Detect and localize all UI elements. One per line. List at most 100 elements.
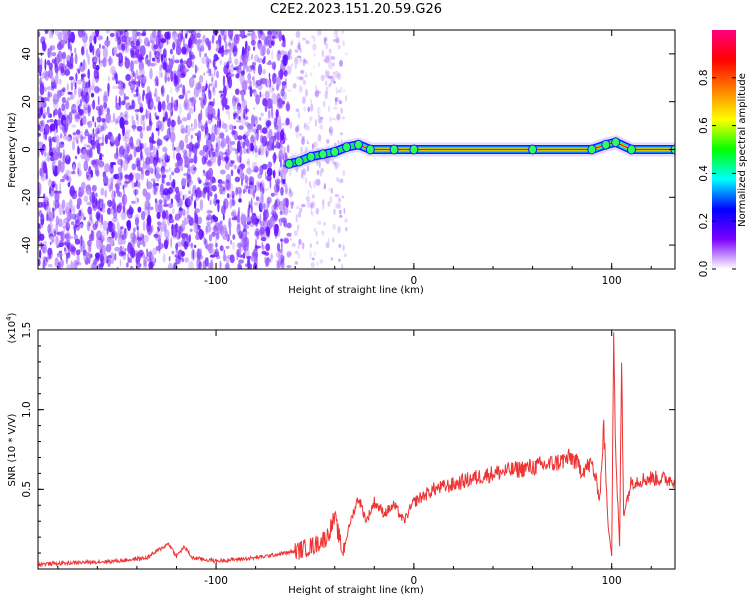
noise-speckle: [70, 81, 74, 91]
noise-speckle: [38, 132, 41, 137]
noise-speckle: [248, 182, 255, 190]
noise-speckle: [183, 36, 185, 48]
noise-speckle: [43, 146, 47, 153]
noise-speckle: [168, 187, 174, 195]
noise-speckle: [202, 260, 207, 269]
noise-speckle: [280, 259, 285, 269]
noise-speckle: [76, 133, 82, 139]
noise-speckle: [165, 138, 169, 142]
noise-speckle: [55, 134, 60, 144]
noise-speckle: [193, 223, 198, 234]
noise-speckle: [172, 141, 175, 152]
noise-speckle: [234, 97, 238, 102]
noise-speckle: [214, 248, 219, 257]
noise-speckle: [160, 226, 163, 238]
noise-speckle: [336, 177, 340, 182]
noise-speckle: [174, 147, 176, 151]
noise-speckle: [175, 190, 181, 203]
noise-speckle: [261, 35, 266, 41]
noise-speckle: [65, 153, 70, 160]
noise-speckle: [213, 53, 219, 62]
noise-speckle: [159, 64, 163, 71]
noise-speckle: [70, 221, 75, 226]
noise-speckle: [154, 257, 157, 263]
noise-speckle: [311, 202, 314, 207]
noise-speckle: [182, 65, 186, 70]
noise-speckle: [205, 146, 211, 155]
noise-speckle: [184, 257, 190, 263]
noise-speckle: [208, 68, 212, 75]
noise-speckle: [124, 96, 129, 100]
noise-speckle: [72, 190, 78, 194]
noise-speckle: [118, 60, 121, 67]
noise-speckle: [242, 141, 246, 149]
noise-speckle: [107, 199, 113, 207]
noise-speckle: [214, 123, 217, 135]
noise-speckle: [338, 258, 341, 262]
noise-speckle: [219, 260, 222, 269]
noise-speckle: [231, 241, 236, 250]
noise-speckle: [77, 211, 82, 222]
noise-speckle: [240, 232, 243, 239]
noise-speckle: [57, 164, 60, 175]
noise-speckle: [290, 205, 294, 209]
noise-speckle: [336, 113, 341, 121]
noise-speckle: [205, 121, 208, 127]
noise-speckle: [169, 167, 171, 172]
noise-speckle: [95, 132, 98, 139]
noise-speckle: [221, 137, 227, 148]
noise-speckle: [38, 57, 41, 67]
noise-speckle: [162, 116, 166, 123]
noise-speckle: [309, 243, 312, 248]
noise-speckle: [107, 82, 110, 93]
noise-speckle: [332, 223, 336, 230]
noise-speckle: [186, 57, 193, 69]
noise-speckle: [137, 93, 141, 105]
noise-speckle: [74, 238, 81, 245]
noise-speckle: [164, 229, 170, 239]
noise-speckle: [83, 195, 89, 203]
noise-speckle: [211, 124, 216, 136]
noise-speckle: [281, 166, 287, 178]
noise-speckle: [75, 114, 80, 120]
noise-speckle: [259, 223, 265, 235]
trace-point: [409, 144, 419, 155]
noise-speckle: [133, 38, 139, 43]
noise-speckle: [136, 225, 139, 231]
noise-speckle: [271, 87, 275, 91]
noise-speckle: [158, 67, 162, 79]
noise-speckle: [286, 101, 290, 111]
trace-point: [284, 158, 294, 169]
noise-speckle: [236, 186, 242, 195]
noise-speckle: [198, 229, 202, 238]
noise-speckle: [280, 240, 283, 251]
noise-speckle: [149, 141, 154, 151]
noise-speckle: [244, 133, 249, 137]
noise-speckle: [255, 228, 260, 240]
noise-speckle: [119, 259, 122, 267]
noise-speckle: [136, 85, 139, 97]
noise-speckle: [223, 186, 225, 192]
noise-speckle: [205, 37, 210, 45]
noise-speckle: [288, 189, 293, 198]
noise-speckle: [59, 89, 65, 97]
noise-speckle: [247, 123, 253, 130]
noise-speckle: [309, 181, 311, 187]
noise-speckle: [286, 144, 290, 154]
noise-speckle: [311, 194, 315, 199]
noise-speckle: [281, 132, 286, 141]
noise-speckle: [276, 53, 282, 59]
noise-speckle: [334, 35, 339, 44]
noise-speckle: [299, 132, 302, 137]
noise-speckle: [193, 167, 197, 171]
noise-speckle: [88, 79, 91, 88]
noise-speckle: [128, 257, 133, 264]
noise-speckle: [163, 188, 169, 196]
noise-speckle: [263, 218, 268, 230]
noise-speckle: [180, 128, 187, 134]
noise-speckle: [305, 60, 309, 65]
noise-speckle: [66, 114, 70, 121]
noise-speckle: [51, 85, 54, 92]
noise-speckle: [306, 165, 310, 172]
noise-speckle: [87, 53, 90, 66]
